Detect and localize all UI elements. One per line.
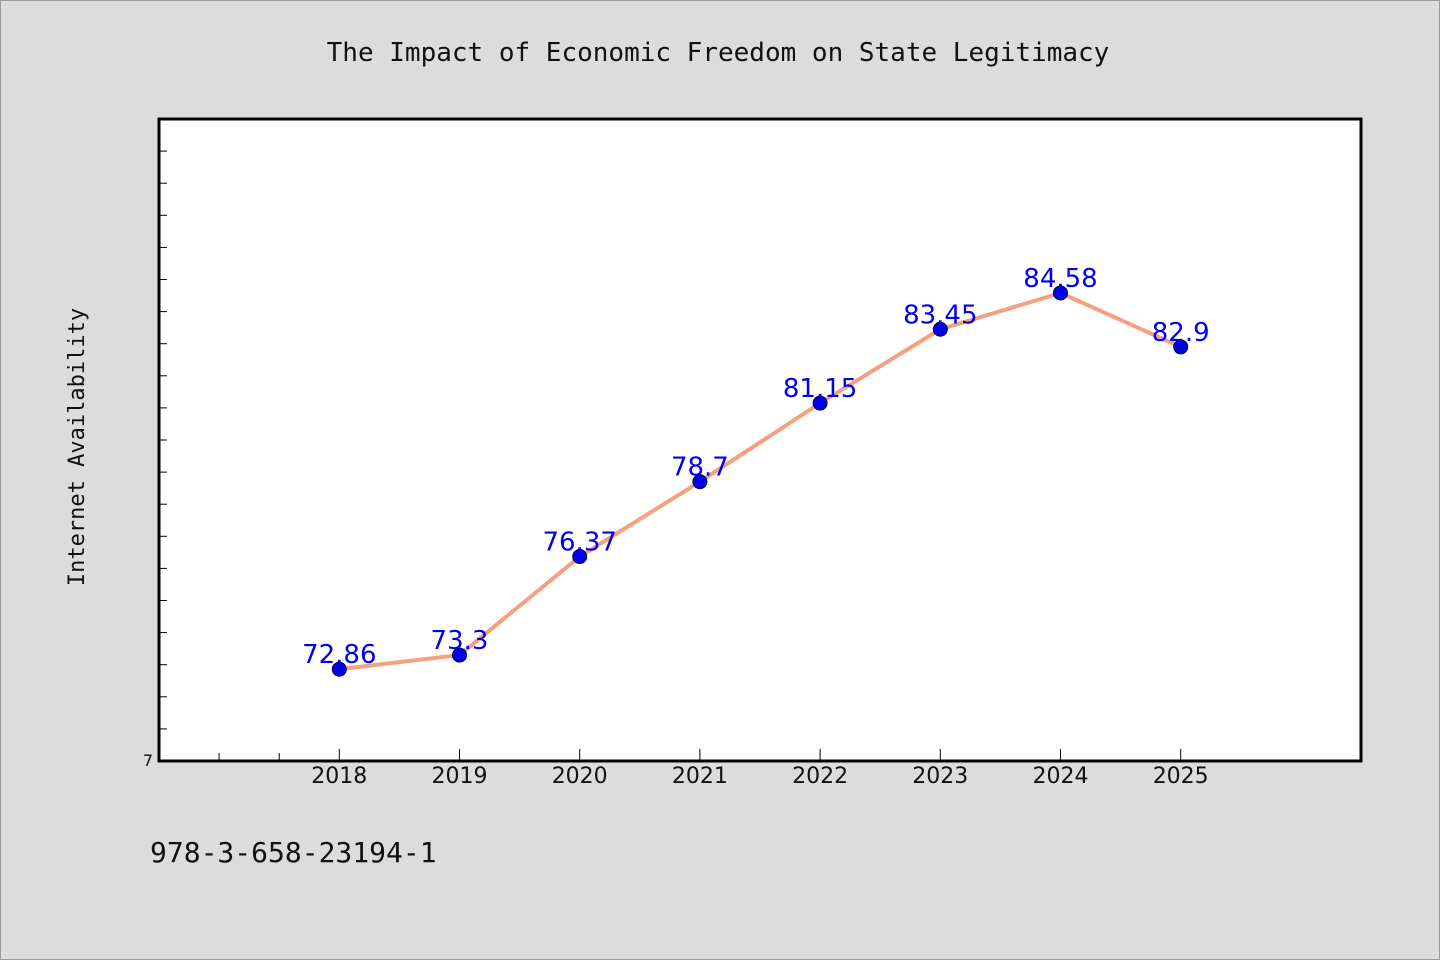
data-point bbox=[331, 661, 347, 677]
chart-title: The Impact of Economic Freedom on State … bbox=[327, 38, 1110, 68]
data-point bbox=[932, 321, 948, 337]
data-label: 78.7 bbox=[671, 453, 729, 483]
y-tick-label: 7 bbox=[143, 751, 153, 770]
data-point bbox=[452, 647, 467, 663]
data-label: 76.37 bbox=[542, 528, 616, 558]
plot-area bbox=[157, 117, 1363, 763]
data-point bbox=[812, 395, 828, 411]
x-tick-label: 2020 bbox=[552, 764, 608, 789]
x-tick-label: 2022 bbox=[792, 764, 848, 789]
data-label: 82.9 bbox=[1152, 318, 1210, 348]
x-tick-label: 2025 bbox=[1153, 764, 1209, 789]
x-tick-label: 2024 bbox=[1033, 764, 1089, 789]
x-tick-label: 2018 bbox=[311, 764, 367, 789]
series-layer: 72.86 73.3 76.37 78.7 81.15 83.45 84.58 82.9 bbox=[302, 264, 1210, 677]
data-label: 81.15 bbox=[783, 374, 857, 404]
x-tick-label: 2019 bbox=[432, 764, 488, 789]
x-axis-ticks: 2018 2019 2020 2021 2022 2023 2024 2025 bbox=[218, 749, 1209, 789]
data-label: 72.86 bbox=[302, 640, 376, 670]
footer-code: 978-3-658-23194-1 bbox=[150, 836, 437, 869]
data-point bbox=[1053, 285, 1068, 301]
x-tick-label: 2023 bbox=[912, 764, 968, 789]
data-label: 73.3 bbox=[431, 626, 489, 656]
data-label: 83.45 bbox=[903, 300, 977, 330]
x-tick-label: 2021 bbox=[672, 764, 728, 789]
data-label: 84.58 bbox=[1023, 264, 1097, 294]
data-point bbox=[692, 474, 708, 490]
data-point bbox=[572, 549, 588, 565]
y-axis-ticks: 7 bbox=[143, 150, 167, 770]
y-axis-label: Internet Availability bbox=[65, 308, 90, 586]
series-line bbox=[337, 290, 1183, 672]
data-point bbox=[1173, 339, 1189, 355]
